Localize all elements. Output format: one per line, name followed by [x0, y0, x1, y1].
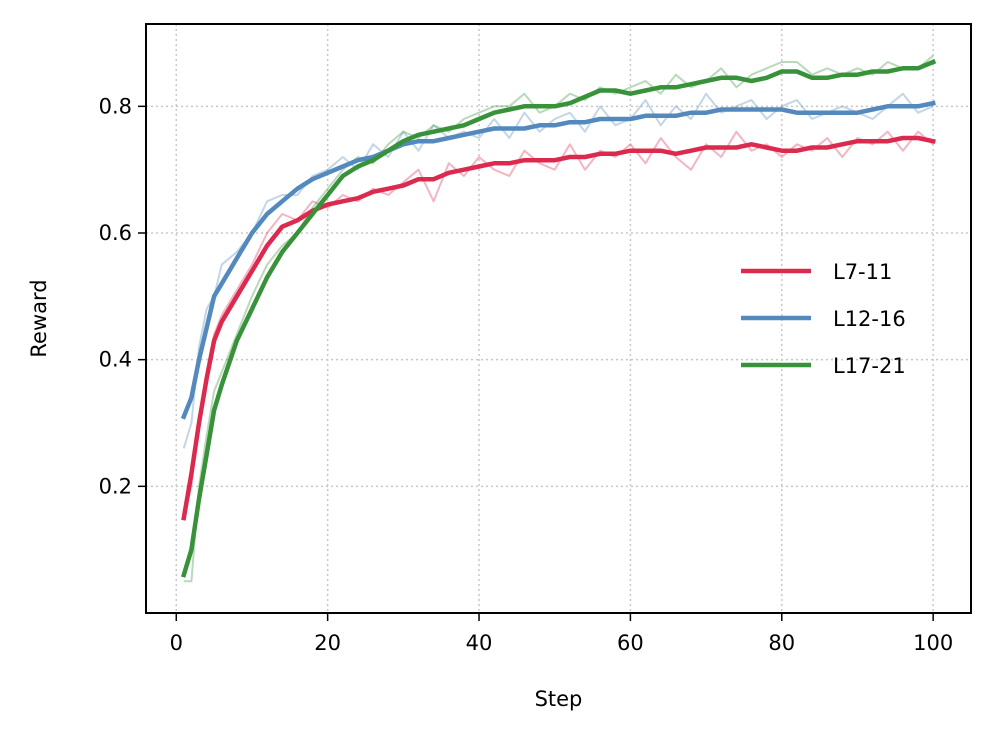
series-raw-line-l17-21: [183, 54, 934, 583]
x-tick-label: 100: [913, 631, 953, 655]
plot-frame: [145, 23, 972, 614]
legend-label-l12-16: L12-16: [833, 307, 906, 331]
y-tick-label: 0.8: [99, 94, 132, 118]
smoothed-series-lines: [180, 59, 937, 578]
axis-ticks: 0 20 40 60 80 100 0.2 0.4 0.6 0.8: [99, 94, 954, 655]
y-axis-label: Reward: [27, 279, 51, 357]
y-tick-label: 0.6: [99, 221, 132, 245]
series-line-l17-21: [180, 59, 937, 578]
x-tick-label: 80: [768, 631, 795, 655]
series-line-l7-11: [181, 135, 936, 521]
x-tick-label: 0: [170, 631, 183, 655]
grid: [146, 24, 971, 613]
raw-series-lines: [182, 54, 934, 583]
legend-label-l7-11: L7-11: [833, 260, 892, 284]
legend-label-l17-21: L17-21: [833, 354, 906, 378]
series-raw-line-l12-16: [182, 92, 934, 449]
series-line-l12-16: [180, 100, 936, 420]
x-tick-label: 60: [617, 631, 644, 655]
y-tick-label: 0.4: [99, 348, 132, 372]
x-tick-label: 40: [466, 631, 493, 655]
x-axis-label: Step: [535, 687, 583, 711]
series-raw-line-l7-11: [182, 130, 934, 519]
x-tick-label: 20: [314, 631, 341, 655]
y-tick-label: 0.2: [99, 474, 132, 498]
legend: L7-11 L12-16 L17-21: [741, 260, 906, 378]
